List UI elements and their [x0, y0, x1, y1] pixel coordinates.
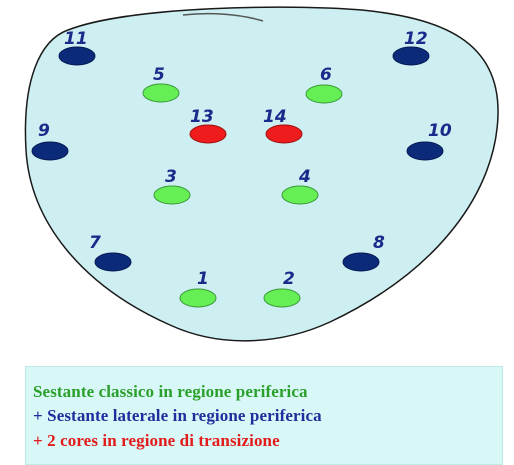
- cores-layer: 11 125 613 149 103 47 81 2: [31, 29, 452, 308]
- core-label-5: 5: [153, 65, 165, 85]
- core-label-13: 13: [190, 107, 214, 127]
- biopsy-map-diagram: 11 125 613 149 103 47 81 2: [24, 6, 499, 342]
- core-12-lateral: [392, 46, 430, 66]
- core-label-3: 3: [165, 167, 177, 187]
- core-label-12: 12: [404, 29, 428, 49]
- core-label-6: 6: [320, 65, 332, 85]
- legend-classic-sextant: Sestante classico in regione periferica: [33, 382, 308, 401]
- core-label-4: 4: [298, 167, 311, 187]
- core-label-11: 11: [64, 29, 88, 49]
- core-5-classic: [142, 83, 180, 103]
- core-label-7: 7: [89, 233, 101, 253]
- core-14-transition: [265, 124, 303, 144]
- top-stroke: [182, 12, 264, 22]
- core-9-lateral: [31, 141, 69, 161]
- core-3-classic: [153, 185, 191, 205]
- core-13-transition: [189, 124, 227, 144]
- core-label-14: 14: [263, 107, 287, 127]
- core-label-1: 1: [197, 269, 209, 289]
- core-11-lateral: [58, 46, 96, 66]
- core-4-classic: [281, 185, 319, 205]
- core-label-10: 10: [428, 121, 452, 141]
- core-6-classic: [305, 84, 343, 104]
- core-label-2: 2: [283, 269, 295, 289]
- legend-transition-cores: + 2 cores in regione di transizione: [33, 431, 280, 450]
- core-8-lateral: [342, 252, 380, 272]
- core-7-lateral: [94, 252, 132, 272]
- core-2-classic: [263, 288, 301, 308]
- legend-lateral-sextant: + Sestante laterale in regione periferic…: [33, 406, 322, 425]
- core-1-classic: [179, 288, 217, 308]
- core-label-9: 9: [38, 121, 50, 141]
- core-label-8: 8: [373, 233, 385, 253]
- legend-box: Sestante classico in regione periferica …: [25, 366, 503, 465]
- core-10-lateral: [406, 141, 444, 161]
